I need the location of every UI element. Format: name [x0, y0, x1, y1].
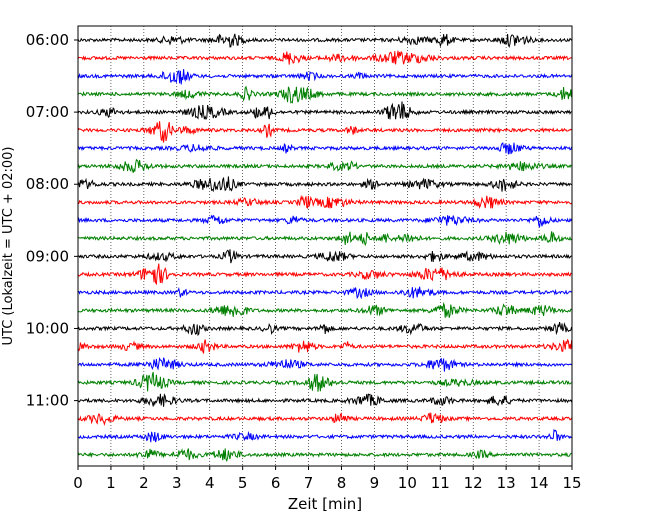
- trace-1145: [77, 448, 572, 463]
- x-tick-label: 6: [271, 474, 281, 492]
- trace-0830: [77, 214, 573, 228]
- x-tick-label: 0: [73, 474, 83, 492]
- trace-0945: [77, 301, 572, 318]
- trace-0645: [77, 85, 573, 104]
- trace-0715: [77, 121, 572, 143]
- trace-0815: [77, 194, 572, 210]
- trace-1015: [77, 338, 573, 355]
- x-tick-label: 5: [238, 474, 248, 492]
- trace-0800: [77, 176, 572, 193]
- gridlines: [110, 26, 540, 466]
- x-tick-label: 2: [139, 474, 149, 492]
- trace-0745: [77, 158, 572, 173]
- y-axis-ticks: 06:00 07:00 08:00 09:00 10:00 11:00: [26, 31, 78, 410]
- trace-0700: [77, 101, 572, 121]
- x-tick-label: 9: [370, 474, 380, 492]
- y-tick-label: 10:00: [26, 319, 69, 337]
- y-tick-label: 11:00: [26, 392, 69, 410]
- trace-1115: [77, 412, 573, 426]
- trace-0600: [77, 33, 572, 49]
- trace-0915: [77, 263, 572, 286]
- trace-1045: [77, 371, 572, 392]
- y-tick-label: 07:00: [26, 103, 69, 121]
- x-tick-label: 14: [530, 474, 549, 492]
- trace-0900: [77, 249, 572, 264]
- trace-0630: [77, 69, 573, 85]
- trace-1030: [77, 356, 572, 372]
- trace-0615: [77, 50, 572, 65]
- trace-1100: [77, 393, 573, 407]
- x-tick-label: 15: [562, 474, 581, 492]
- x-tick-label: 13: [497, 474, 516, 492]
- x-tick-label: 10: [398, 474, 417, 492]
- seismogram-traces: [77, 33, 573, 463]
- y-tick-label: 06:00: [26, 31, 69, 49]
- x-tick-label: 7: [304, 474, 314, 492]
- trace-0930: [77, 286, 572, 300]
- x-tick-label: 11: [431, 474, 450, 492]
- y-tick-label: 09:00: [26, 247, 69, 265]
- x-axis-label: Zeit [min]: [288, 495, 362, 513]
- y-tick-label: 08:00: [26, 175, 69, 193]
- trace-1000: [77, 321, 573, 337]
- x-tick-label: 1: [106, 474, 116, 492]
- x-tick-label: 12: [464, 474, 483, 492]
- trace-0730: [77, 142, 573, 155]
- trace-1130: [77, 428, 572, 443]
- x-tick-label: 3: [172, 474, 182, 492]
- y-axis-label: UTC (Lokalzeit = UTC + 02:00): [1, 147, 16, 346]
- x-axis-ticks: 0 1 2 3 4 5 6 7 8 9 10 11 12 13 14 15: [73, 466, 582, 492]
- trace-0845: [77, 231, 572, 247]
- x-tick-label: 8: [337, 474, 347, 492]
- plot-frame: [77, 25, 573, 467]
- x-tick-label: 4: [205, 474, 215, 492]
